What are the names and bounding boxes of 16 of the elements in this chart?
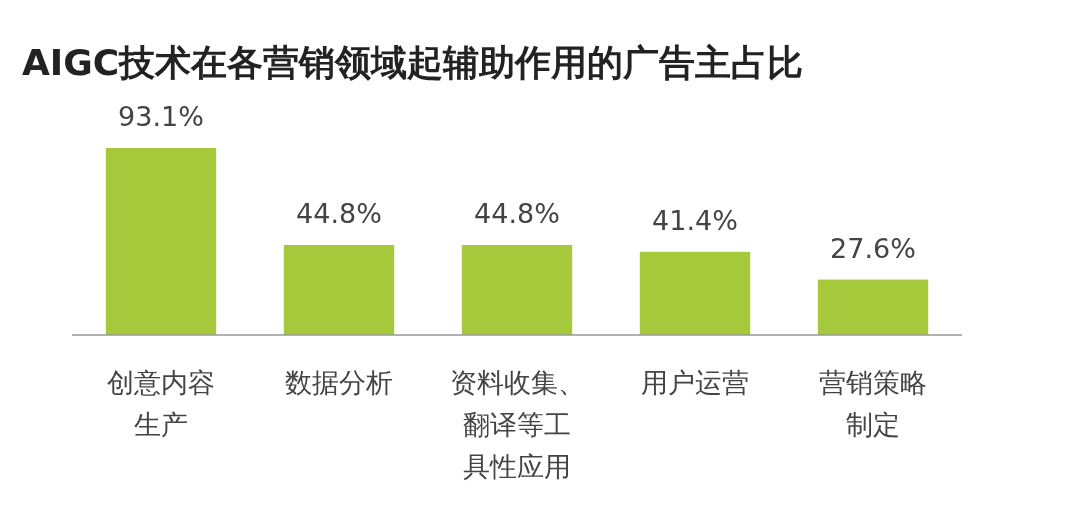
x-tick-label: 创意内容生产 bbox=[107, 367, 215, 440]
bar bbox=[817, 279, 929, 335]
x-tick-label: 资料收集、翻译等工具性应用 bbox=[449, 367, 585, 482]
data-label: 93.1% bbox=[118, 101, 204, 132]
bar bbox=[283, 245, 395, 335]
data-label: 41.4% bbox=[652, 204, 738, 236]
x-tick-label: 营销策略制定 bbox=[819, 367, 927, 440]
x-tick-label: 用户运营 bbox=[641, 367, 749, 398]
x-tick-label: 数据分析 bbox=[285, 367, 393, 398]
bar bbox=[461, 245, 573, 335]
data-label: 44.8% bbox=[474, 198, 560, 230]
data-label: 27.6% bbox=[830, 232, 916, 264]
bar bbox=[105, 148, 217, 335]
bar bbox=[639, 251, 751, 335]
data-label: 44.8% bbox=[296, 198, 382, 230]
chart-title: AIGC技术在各营销领域起辅助作用的广告主占比 bbox=[22, 42, 804, 83]
